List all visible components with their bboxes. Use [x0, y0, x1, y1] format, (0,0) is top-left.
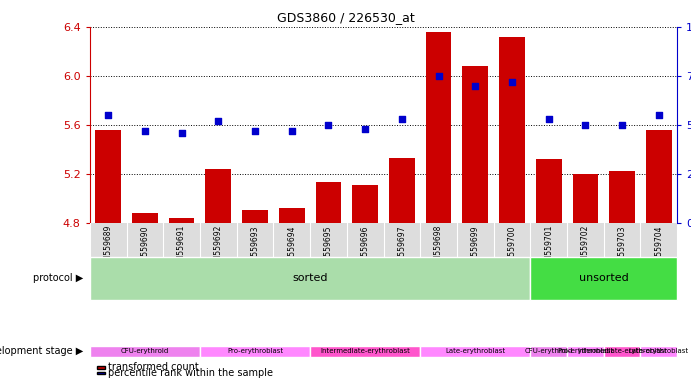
Bar: [499, 37, 525, 223]
Point: [653, 112, 664, 118]
Bar: [279, 208, 305, 223]
Text: GSM559694: GSM559694: [287, 225, 296, 271]
Bar: [95, 130, 121, 223]
Text: GSM559697: GSM559697: [397, 225, 406, 271]
Point: [323, 122, 334, 128]
Point: [543, 116, 554, 122]
Text: Late-erythroblast: Late-erythroblast: [445, 348, 505, 354]
Text: CFU-erythroid: CFU-erythroid: [524, 348, 573, 354]
Text: GSM559701: GSM559701: [545, 225, 553, 271]
Text: GSM559703: GSM559703: [618, 225, 627, 271]
Point: [580, 122, 591, 128]
Text: development stage ▶: development stage ▶: [0, 346, 83, 356]
Bar: [242, 210, 268, 223]
Bar: [90, 257, 530, 300]
Text: Intermediate-erythroblast: Intermediate-erythroblast: [320, 348, 410, 354]
Text: GSM559704: GSM559704: [654, 225, 663, 271]
Point: [286, 127, 297, 134]
Text: GSM559695: GSM559695: [324, 225, 333, 271]
Text: GSM559690: GSM559690: [140, 225, 149, 271]
Point: [397, 116, 408, 122]
Bar: [462, 66, 488, 223]
Bar: [420, 346, 530, 357]
Point: [507, 79, 518, 85]
Text: Pro-erythroblast: Pro-erythroblast: [558, 348, 614, 354]
Point: [176, 129, 187, 136]
Text: unsorted: unsorted: [579, 273, 629, 283]
Bar: [604, 346, 641, 357]
Bar: [200, 346, 310, 357]
Bar: [536, 159, 562, 223]
Text: GSM559699: GSM559699: [471, 225, 480, 271]
Bar: [90, 346, 200, 357]
Bar: [132, 213, 158, 223]
Text: GSM559691: GSM559691: [177, 225, 186, 271]
Point: [249, 127, 261, 134]
Text: GDS3860 / 226530_at: GDS3860 / 226530_at: [276, 12, 415, 25]
Bar: [573, 174, 598, 223]
Point: [433, 73, 444, 79]
Text: GSM559689: GSM559689: [104, 225, 113, 271]
Text: GSM559692: GSM559692: [214, 225, 223, 271]
Bar: [609, 171, 635, 223]
Bar: [641, 346, 677, 357]
Point: [359, 126, 370, 132]
Point: [140, 127, 151, 134]
Bar: [426, 32, 451, 223]
Text: GSM559698: GSM559698: [434, 225, 443, 271]
Point: [213, 118, 224, 124]
Bar: [310, 346, 420, 357]
Text: GSM559696: GSM559696: [361, 225, 370, 271]
Text: protocol ▶: protocol ▶: [32, 273, 83, 283]
Text: CFU-erythroid: CFU-erythroid: [121, 348, 169, 354]
Text: Pro-erythroblast: Pro-erythroblast: [227, 348, 283, 354]
Text: sorted: sorted: [292, 273, 328, 283]
Bar: [646, 130, 672, 223]
Bar: [389, 158, 415, 223]
Text: percentile rank within the sample: percentile rank within the sample: [108, 368, 274, 378]
Text: GSM559693: GSM559693: [251, 225, 260, 271]
Text: Intermediate-erythroblast: Intermediate-erythroblast: [577, 348, 667, 354]
Bar: [530, 346, 567, 357]
Bar: [530, 257, 677, 300]
Bar: [205, 169, 231, 223]
Point: [103, 112, 114, 118]
Bar: [169, 218, 194, 223]
Bar: [316, 182, 341, 223]
Bar: [352, 185, 378, 223]
Text: Late-erythroblast: Late-erythroblast: [629, 348, 689, 354]
Text: GSM559700: GSM559700: [507, 225, 516, 271]
Text: GSM559702: GSM559702: [581, 225, 590, 271]
Bar: [567, 346, 604, 357]
Point: [470, 83, 481, 89]
Text: transformed count: transformed count: [108, 362, 199, 372]
Point: [616, 122, 627, 128]
